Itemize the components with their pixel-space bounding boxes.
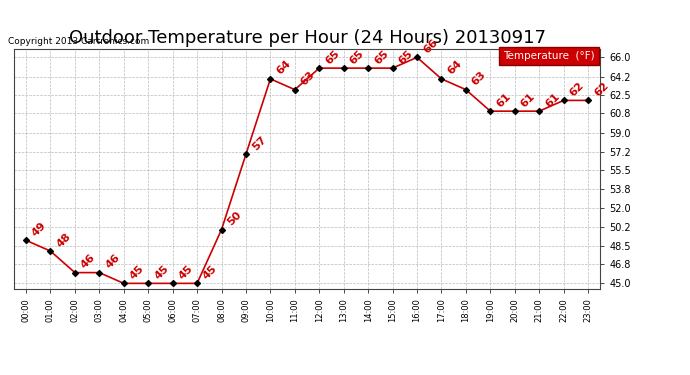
- Text: 65: 65: [373, 48, 391, 66]
- Text: 62: 62: [568, 80, 586, 98]
- Text: 46: 46: [79, 252, 97, 270]
- Text: 63: 63: [299, 69, 317, 87]
- Text: 46: 46: [104, 252, 121, 270]
- Text: 62: 62: [592, 80, 611, 98]
- Text: 45: 45: [152, 263, 170, 281]
- Text: 63: 63: [470, 69, 488, 87]
- Text: 50: 50: [226, 210, 244, 227]
- Text: Temperature  (°F): Temperature (°F): [503, 51, 594, 61]
- Text: 49: 49: [30, 220, 48, 238]
- Text: 64: 64: [275, 58, 293, 77]
- Text: 61: 61: [519, 91, 537, 109]
- Text: 64: 64: [446, 58, 464, 77]
- Text: 45: 45: [128, 263, 146, 281]
- Text: 45: 45: [177, 263, 195, 281]
- Text: 65: 65: [348, 48, 366, 66]
- Text: 65: 65: [397, 48, 415, 66]
- Text: 57: 57: [250, 134, 268, 152]
- Title: Outdoor Temperature per Hour (24 Hours) 20130917: Outdoor Temperature per Hour (24 Hours) …: [68, 29, 546, 47]
- Text: 61: 61: [495, 91, 513, 109]
- Text: 61: 61: [543, 91, 562, 109]
- Text: Copyright 2013 Cartronics.com: Copyright 2013 Cartronics.com: [8, 38, 149, 46]
- Text: 48: 48: [55, 231, 72, 249]
- Text: 66: 66: [421, 37, 440, 55]
- Text: 65: 65: [324, 48, 342, 66]
- Text: 45: 45: [201, 263, 219, 281]
